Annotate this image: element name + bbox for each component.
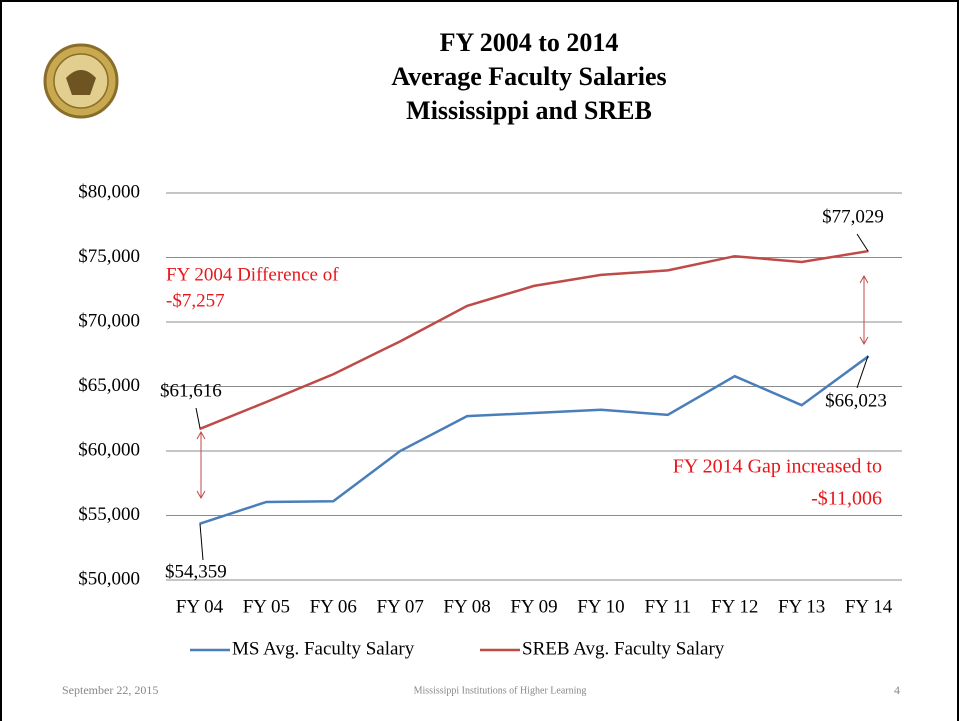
callout-line [856, 233, 869, 252]
chart-title: FY 2004 to 2014 [440, 28, 619, 57]
callout-line [195, 407, 201, 429]
footer-date: September 22, 2015 [62, 683, 158, 697]
y-tick-label: $55,000 [78, 504, 140, 525]
annotation: $61,616 [160, 380, 222, 401]
y-tick-label: $50,000 [78, 568, 140, 589]
y-tick-label: $75,000 [78, 246, 140, 267]
y-tick-label: $70,000 [78, 310, 140, 331]
annotation: -$7,257 [166, 290, 225, 311]
gap-arrow-head [196, 430, 206, 500]
x-tick-label: FY 09 [510, 596, 557, 617]
legend-label: MS Avg. Faculty Salary [232, 638, 415, 659]
chart-title: Average Faculty Salaries [391, 62, 666, 91]
x-tick-label: FY 14 [845, 596, 893, 617]
legend-label: SREB Avg. Faculty Salary [522, 638, 725, 659]
annotation: -$11,006 [811, 488, 882, 510]
x-tick-label: FY 04 [176, 596, 224, 617]
x-tick-label: FY 13 [778, 596, 825, 617]
footer-page: 4 [894, 683, 900, 697]
callout-line [856, 355, 869, 389]
annotation: $66,023 [825, 390, 887, 411]
x-tick-label: FY 12 [711, 596, 758, 617]
annotation: $77,029 [822, 206, 884, 227]
y-tick-label: $65,000 [78, 375, 140, 396]
callout-line [199, 523, 204, 561]
seal-logo [43, 43, 119, 119]
x-tick-label: FY 10 [577, 596, 624, 617]
annotation: FY 2014 Gap increased to [673, 456, 882, 478]
y-tick-label: $80,000 [78, 181, 140, 202]
gap-arrow-head [859, 274, 869, 346]
y-tick-label: $60,000 [78, 439, 140, 460]
annotation: $54,359 [165, 561, 227, 582]
annotation: FY 2004 Difference of [166, 264, 339, 285]
footer-organization: Mississippi Institutions of Higher Learn… [414, 685, 587, 696]
x-tick-label: FY 08 [443, 596, 490, 617]
series-line [199, 355, 870, 525]
chart-title: Mississippi and SREB [406, 96, 652, 125]
x-tick-label: FY 06 [310, 596, 357, 617]
x-tick-label: FY 11 [644, 596, 691, 617]
x-tick-label: FY 07 [377, 596, 424, 617]
series-line [198, 249, 869, 431]
x-tick-label: FY 05 [243, 596, 290, 617]
